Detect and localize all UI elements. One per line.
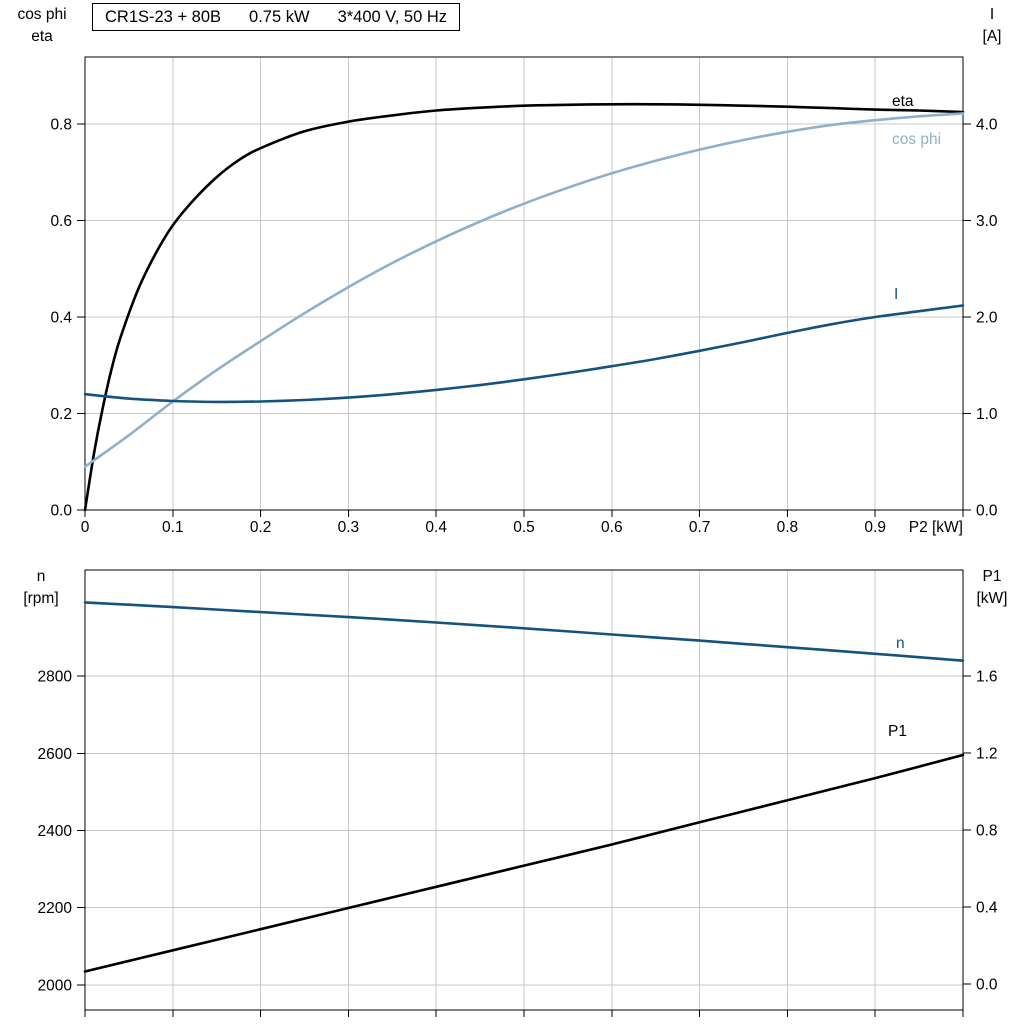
left-tick-label: 2800 — [38, 669, 73, 686]
left-tick-label: 2200 — [38, 900, 73, 917]
curve-p1 — [83, 753, 965, 973]
curve-eta — [83, 102, 965, 512]
axis-title-speed-unit: [rpm] — [23, 590, 59, 607]
right-tick-label: 0.4 — [976, 900, 998, 917]
right-tick-label: 1.2 — [976, 746, 998, 763]
axis-title-p1: P1 — [982, 568, 1002, 585]
curve-label-p1: P1 — [888, 723, 907, 740]
left-tick-label: 2600 — [38, 746, 73, 763]
right-tick-label: 0.8 — [976, 823, 998, 840]
x-axis-unit-label: P2 [kW] — [909, 519, 963, 536]
curve-label-eta: eta — [892, 93, 914, 110]
x-tick-label: 0.1 — [162, 519, 184, 536]
bottom-left-axis-title: n [rpm] — [12, 566, 70, 610]
axis-title-speed: n — [36, 568, 46, 585]
left-tick-label: 0.2 — [50, 406, 72, 423]
axis-title-p1-unit: [kW] — [976, 590, 1008, 607]
left-tick-label: 0.0 — [50, 503, 72, 520]
top-left-axis-title: cos phi eta — [4, 4, 80, 48]
title-model: CR1S-23 + 80B — [105, 7, 222, 26]
curve-speed — [83, 601, 965, 662]
left-tick-label: 0.6 — [50, 213, 72, 230]
left-tick-label: 2000 — [38, 977, 73, 994]
x-tick-label: 0.7 — [689, 519, 711, 536]
right-tick-label: 0.0 — [976, 503, 998, 520]
right-tick-label: 1.0 — [976, 406, 998, 423]
axis-title-current-unit: [A] — [982, 28, 1002, 45]
right-tick-label: 0.0 — [976, 977, 998, 994]
title-supply: 3*400 V, 50 Hz — [337, 7, 448, 26]
axis-title-cos-phi: cos phi — [17, 6, 67, 23]
right-tick-label: 3.0 — [976, 213, 998, 230]
x-tick-label: 0.9 — [864, 519, 886, 536]
x-tick-label: 0 — [81, 519, 90, 536]
left-tick-label: 0.8 — [50, 117, 72, 134]
top-right-axis-title: I [A] — [962, 4, 1022, 48]
right-tick-label: 2.0 — [976, 310, 998, 327]
curve-label-cos-phi: cos phi — [892, 131, 942, 148]
right-tick-label: 4.0 — [976, 117, 998, 134]
x-tick-label: 0.2 — [250, 519, 272, 536]
x-tick-label: 0.3 — [338, 519, 360, 536]
x-tick-label: 0.4 — [425, 519, 447, 536]
x-tick-label: 0.6 — [601, 519, 623, 536]
right-tick-label: 1.6 — [976, 669, 998, 686]
x-tick-label: 0.5 — [513, 519, 535, 536]
axis-title-eta: eta — [31, 28, 53, 45]
bottom-right-axis-title: P1 [kW] — [962, 566, 1022, 610]
left-tick-label: 2400 — [38, 823, 73, 840]
x-tick-label: 0.8 — [777, 519, 799, 536]
curve-label-current: I — [894, 286, 899, 303]
title-power: 0.75 kW — [249, 7, 310, 26]
curve-label-speed: n — [896, 635, 905, 652]
left-tick-label: 0.4 — [50, 310, 72, 327]
chart-title-box: CR1S-23 + 80B 0.75 kW 3*400 V, 50 Hz — [92, 3, 461, 31]
curve-cos-phi — [83, 112, 965, 468]
axis-title-current: I — [989, 6, 995, 23]
curve-current — [83, 304, 965, 404]
